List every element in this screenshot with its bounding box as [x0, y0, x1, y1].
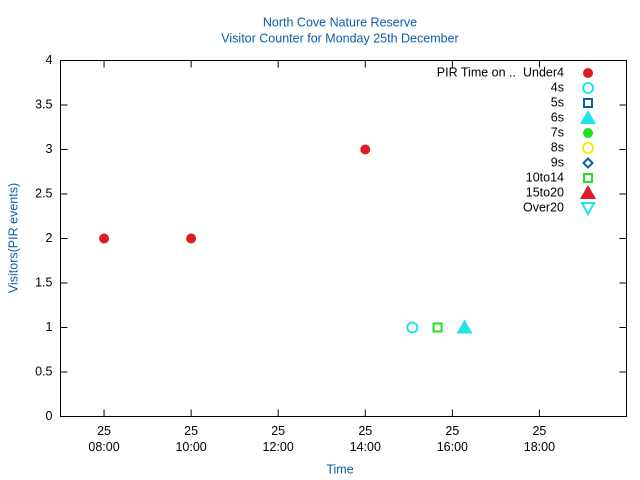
- legend-label: 4s: [551, 80, 564, 94]
- x-tick-label: 25: [532, 424, 546, 438]
- legend-label: 7s: [551, 125, 564, 139]
- y-tick-label: 3.5: [35, 97, 52, 111]
- legend-marker: [583, 68, 593, 78]
- y-tick-label: 2.5: [35, 186, 52, 200]
- legend-marker: [580, 202, 596, 217]
- legend-label: 15to20: [526, 185, 564, 199]
- legend-label: Under4: [523, 65, 564, 79]
- legend-label: Over20: [523, 200, 564, 214]
- x-tick-label: 12:00: [263, 440, 294, 454]
- data-point: [186, 233, 197, 244]
- y-axis-label: Visitors(PIR events): [6, 183, 20, 293]
- x-tick-label: 25: [445, 424, 459, 438]
- legend-marker: [583, 173, 593, 183]
- legend-label: 10to14: [526, 170, 564, 184]
- legend-label: 8s: [551, 140, 564, 154]
- x-axis-label: Time: [326, 462, 353, 476]
- legend-title: PIR Time on ..: [437, 65, 516, 79]
- data-point: [432, 322, 443, 333]
- x-tick-label: 25: [97, 424, 111, 438]
- x-tick-label: 25: [184, 424, 198, 438]
- chart-title: North Cove Nature Reserve: [263, 15, 417, 29]
- data-point: [406, 321, 419, 334]
- legend-marker: [582, 82, 594, 94]
- legend-label: 6s: [551, 110, 564, 124]
- y-tick-label: 2: [46, 231, 53, 245]
- x-tick-label: 14:00: [350, 440, 381, 454]
- data-point: [456, 319, 473, 334]
- legend-label: 5s: [551, 95, 564, 109]
- x-tick-label: 25: [271, 424, 285, 438]
- chart-subtitle: Visitor Counter for Monday 25th December: [221, 31, 458, 45]
- x-tick-label: 08:00: [88, 440, 119, 454]
- x-tick-label: 16:00: [437, 440, 468, 454]
- y-tick-label: 1: [46, 320, 53, 334]
- y-tick-label: 0: [46, 409, 53, 423]
- y-tick-label: 4: [46, 53, 53, 67]
- legend-label: 9s: [551, 155, 564, 169]
- legend-marker: [580, 110, 596, 124]
- x-tick-label: 10:00: [175, 440, 206, 454]
- data-point: [99, 233, 110, 244]
- x-tick-label: 18:00: [524, 440, 555, 454]
- legend-marker: [583, 98, 593, 108]
- legend-marker: [580, 185, 596, 199]
- y-tick-label: 1.5: [35, 275, 52, 289]
- legend-marker: [582, 157, 594, 169]
- y-tick-label: 0.5: [35, 364, 52, 378]
- legend-marker: [583, 128, 593, 138]
- y-tick-label: 3: [46, 142, 53, 156]
- data-point: [360, 144, 371, 155]
- legend-marker: [582, 142, 594, 154]
- x-tick-label: 25: [358, 424, 372, 438]
